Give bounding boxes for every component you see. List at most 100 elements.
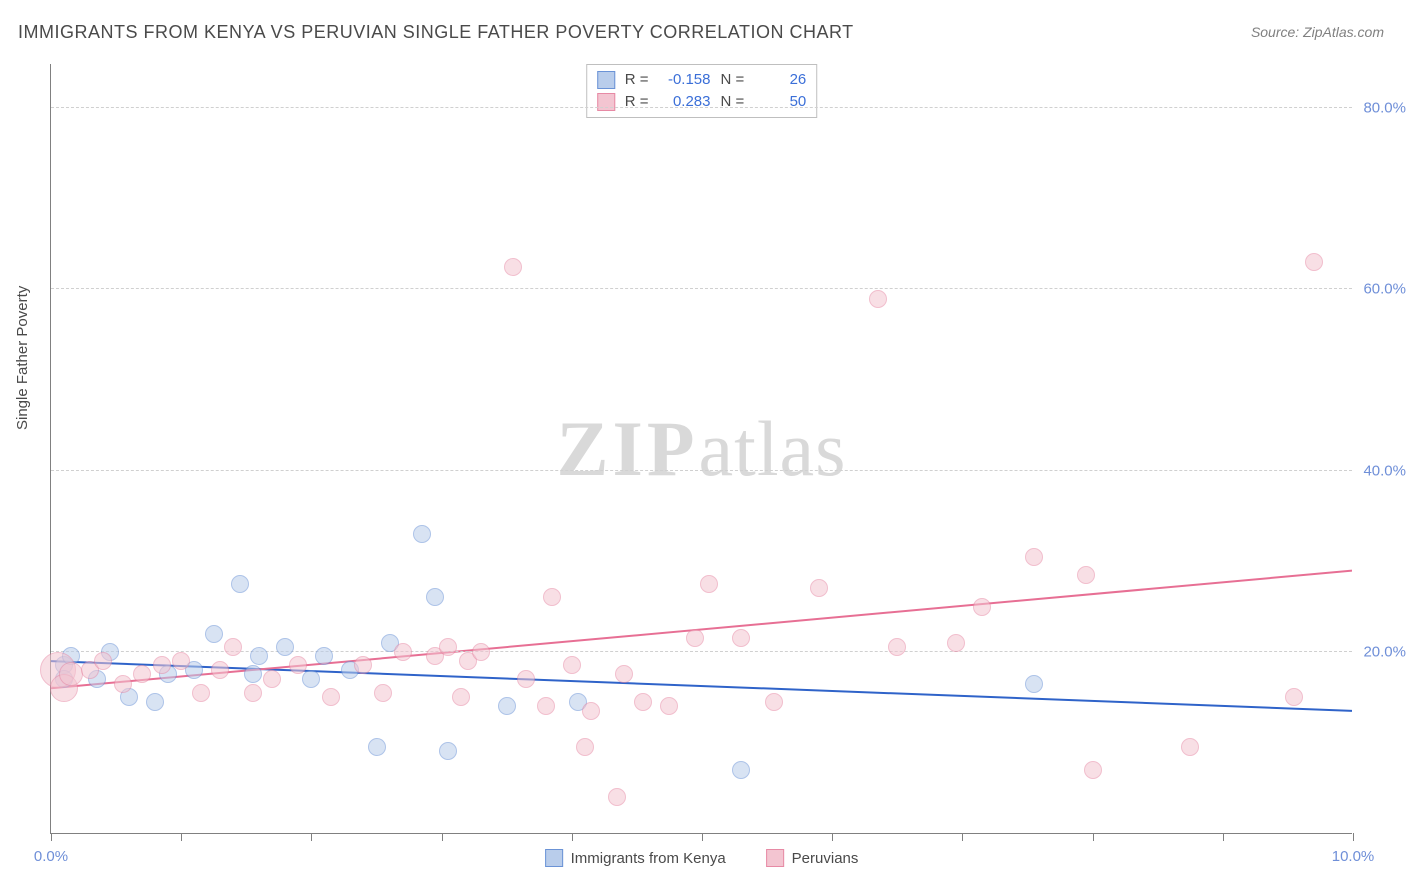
data-point-kenya (244, 665, 262, 683)
data-point-peruvians (172, 652, 190, 670)
data-point-peruvians (634, 693, 652, 711)
data-point-kenya (439, 742, 457, 760)
data-point-peruvians (94, 652, 112, 670)
swatch-kenya (597, 71, 615, 89)
legend-swatch-peruvians (766, 849, 784, 867)
data-point-peruvians (947, 634, 965, 652)
data-point-peruvians (289, 656, 307, 674)
n-value-kenya: 26 (750, 69, 806, 91)
x-tick (962, 833, 963, 841)
r-label: R = (625, 91, 649, 113)
x-tick (1093, 833, 1094, 841)
x-tick-label: 0.0% (34, 848, 68, 865)
data-point-peruvians (537, 697, 555, 715)
data-point-peruvians (615, 665, 633, 683)
data-point-peruvians (732, 629, 750, 647)
y-tick-label: 40.0% (1363, 462, 1406, 479)
data-point-peruvians (224, 638, 242, 656)
n-label: N = (721, 91, 745, 113)
series-legend: Immigrants from Kenya Peruvians (545, 849, 859, 867)
y-tick-label: 60.0% (1363, 281, 1406, 298)
data-point-peruvians (133, 665, 151, 683)
y-tick-label: 20.0% (1363, 643, 1406, 660)
data-point-peruvians (517, 670, 535, 688)
data-point-kenya (1025, 675, 1043, 693)
data-point-peruvians (576, 738, 594, 756)
data-point-peruvians (973, 598, 991, 616)
data-point-peruvians (354, 656, 372, 674)
x-tick (442, 833, 443, 841)
y-tick-label: 80.0% (1363, 100, 1406, 117)
data-point-peruvians (504, 258, 522, 276)
gridline (51, 288, 1352, 289)
gridline (51, 107, 1352, 108)
data-point-peruvians (869, 290, 887, 308)
stats-legend: R = -0.158 N = 26 R = 0.283 N = 50 (586, 64, 818, 118)
gridline (51, 651, 1352, 652)
stats-row-peruvians: R = 0.283 N = 50 (597, 91, 807, 113)
y-axis-title: Single Father Poverty (14, 286, 31, 430)
x-tick (181, 833, 182, 841)
data-point-kenya (413, 525, 431, 543)
source-label: Source: ZipAtlas.com (1251, 24, 1384, 40)
data-point-peruvians (472, 643, 490, 661)
legend-label-kenya: Immigrants from Kenya (571, 850, 726, 867)
data-point-peruvians (322, 688, 340, 706)
data-point-kenya (426, 588, 444, 606)
r-value-kenya: -0.158 (655, 69, 711, 91)
x-tick (51, 833, 52, 841)
data-point-peruvians (1084, 761, 1102, 779)
data-point-kenya (302, 670, 320, 688)
data-point-peruvians (452, 688, 470, 706)
data-point-peruvians (608, 788, 626, 806)
data-point-peruvians (582, 702, 600, 720)
chart-title: IMMIGRANTS FROM KENYA VS PERUVIAN SINGLE… (18, 22, 854, 43)
data-point-kenya (205, 625, 223, 643)
data-point-peruvians (1181, 738, 1199, 756)
r-value-peruvians: 0.283 (655, 91, 711, 113)
data-point-kenya (368, 738, 386, 756)
data-point-peruvians (660, 697, 678, 715)
data-point-peruvians (114, 675, 132, 693)
data-point-peruvians (888, 638, 906, 656)
x-tick (1223, 833, 1224, 841)
data-point-peruvians (211, 661, 229, 679)
legend-item-kenya: Immigrants from Kenya (545, 849, 726, 867)
data-point-peruvians (686, 629, 704, 647)
swatch-peruvians (597, 93, 615, 111)
legend-item-peruvians: Peruvians (766, 849, 859, 867)
data-point-peruvians (153, 656, 171, 674)
x-tick (311, 833, 312, 841)
data-point-peruvians (765, 693, 783, 711)
data-point-peruvians (563, 656, 581, 674)
n-label: N = (721, 69, 745, 91)
data-point-kenya (276, 638, 294, 656)
gridline (51, 470, 1352, 471)
scatter-plot: ZIPatlas R = -0.158 N = 26 R = 0.283 N =… (50, 64, 1352, 834)
r-label: R = (625, 69, 649, 91)
x-tick (1353, 833, 1354, 841)
data-point-kenya (250, 647, 268, 665)
n-value-peruvians: 50 (750, 91, 806, 113)
legend-label-peruvians: Peruvians (792, 850, 859, 867)
watermark-rest: atlas (699, 405, 847, 492)
data-point-peruvians (1025, 548, 1043, 566)
x-tick-label: 10.0% (1332, 848, 1375, 865)
x-tick (832, 833, 833, 841)
data-point-peruvians (810, 579, 828, 597)
data-point-kenya (732, 761, 750, 779)
data-point-peruvians (1077, 566, 1095, 584)
data-point-peruvians (394, 643, 412, 661)
legend-swatch-kenya (545, 849, 563, 867)
data-point-peruvians (1305, 253, 1323, 271)
data-point-kenya (146, 693, 164, 711)
watermark: ZIPatlas (557, 404, 847, 494)
data-point-kenya (498, 697, 516, 715)
trend-lines (51, 64, 1352, 833)
data-point-peruvians (374, 684, 392, 702)
data-point-peruvians (263, 670, 281, 688)
watermark-bold: ZIP (557, 405, 699, 492)
data-point-peruvians (1285, 688, 1303, 706)
data-point-kenya (231, 575, 249, 593)
data-point-peruvians (700, 575, 718, 593)
